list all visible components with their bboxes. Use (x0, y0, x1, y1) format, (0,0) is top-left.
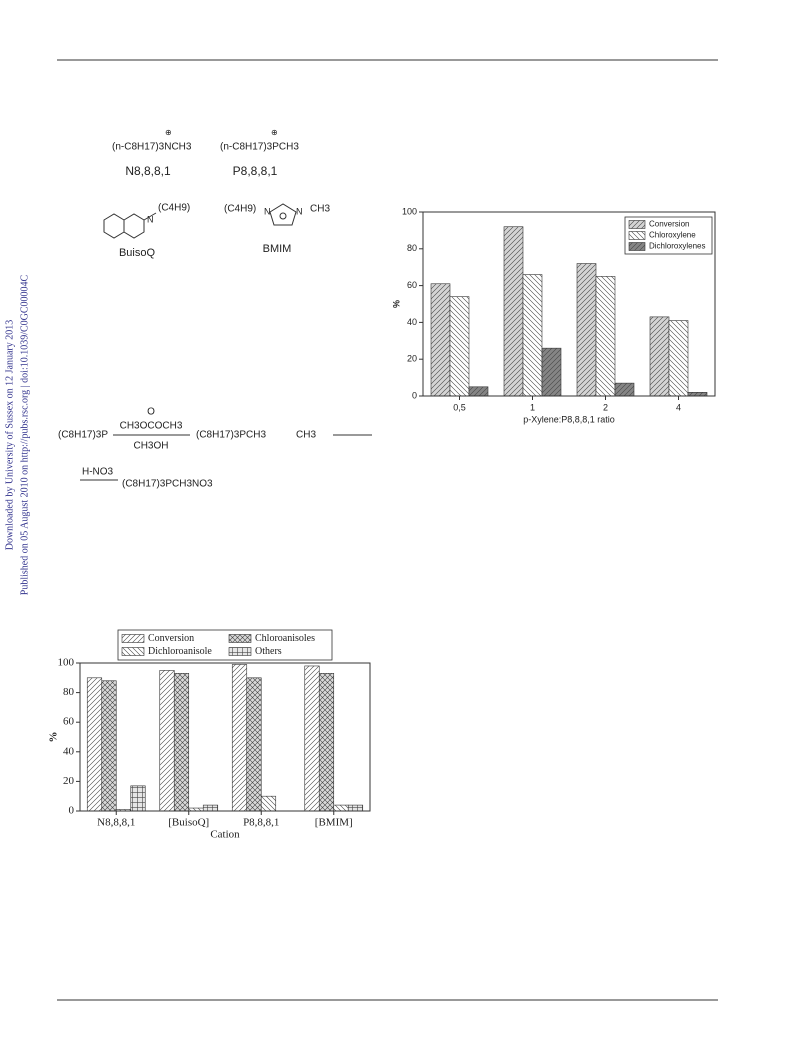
bar (649, 316, 670, 397)
chart: 0 20 40 60 80 100 0,5 1 2 4% p-Xylene:P8,8,8,1 rat… (391, 206, 716, 424)
legend-label: Chloroxylene (649, 231, 696, 240)
y-axis-label: % (48, 732, 60, 743)
plot-frame (79, 662, 371, 812)
substituent: CH3 (310, 204, 330, 215)
x-tick-label: 0,5 (453, 402, 466, 412)
legend-label: Conversion (649, 220, 689, 229)
atom: N (296, 206, 303, 216)
legend-swatch (121, 634, 145, 643)
structure-label: N8,8,8,1 (125, 164, 171, 178)
x-tick-label: [BMIM] (315, 817, 353, 829)
charge: ⊕ (271, 128, 278, 137)
sidebar-line: Published on 05 August 2010 on http://pu… (19, 274, 30, 595)
solvent: CH3OH (133, 441, 168, 452)
y-tick-label: 80 (407, 243, 417, 253)
legend-swatch (228, 634, 252, 643)
legend-label: Dichloroxylenes (649, 242, 705, 251)
legend-label: Others (255, 646, 282, 657)
y-tick-label: 100 (58, 657, 75, 669)
bar (246, 677, 262, 812)
y-tick-label: 60 (407, 280, 417, 290)
bar (576, 263, 597, 397)
y-tick-label: 80 (63, 686, 75, 698)
y-axis-label: % (391, 300, 401, 308)
bar (503, 226, 524, 397)
bar (130, 785, 146, 812)
acid: H-NO3 (82, 467, 114, 478)
charge: ⊕ (165, 128, 172, 137)
sidebar-line: Downloaded by University of Sussex on 12… (4, 320, 15, 551)
reagent: CH3OCOCH3 (120, 421, 183, 432)
legend-swatch (628, 231, 646, 240)
bar (595, 276, 616, 397)
x-tick-label: 4 (676, 402, 681, 412)
y-tick-label: 40 (63, 745, 75, 757)
chart: 0 20 40 60 80 100 N8,8,8,1 [BuisoQ] P8,8,8,1 [BMI… (48, 629, 371, 841)
bar (614, 382, 635, 397)
bar (668, 320, 689, 397)
structure-label: P8,8,8,1 (233, 164, 278, 178)
y-tick-label: 60 (63, 716, 75, 728)
legend-box (117, 629, 333, 661)
legend-label: Conversion (148, 633, 194, 644)
bar (347, 804, 364, 812)
formula: (C4H9) (158, 203, 190, 214)
imidazolium-ring (269, 203, 297, 226)
atom: N (264, 206, 271, 216)
bar (101, 680, 117, 812)
y-tick-label: 20 (63, 775, 75, 787)
legend-swatch (628, 242, 646, 251)
y-tick-label: 0 (412, 390, 417, 400)
legend-label: Dichloroanisole (148, 646, 212, 657)
x-axis-label: p-Xylene:P8,8,8,1 ratio (523, 414, 615, 424)
formula: (C4H9) (224, 204, 256, 215)
bar (318, 673, 335, 812)
bar (522, 274, 543, 397)
bar (333, 804, 349, 812)
bar (231, 664, 248, 812)
bar (304, 665, 320, 812)
x-tick-label: P8,8,8,1 (243, 817, 279, 829)
y-tick-label: 100 (402, 206, 417, 216)
legend-swatch (121, 647, 145, 656)
structure-label: BMIM (263, 243, 292, 255)
atom: N (147, 214, 154, 224)
x-tick-label: [BuisoQ] (168, 817, 209, 829)
reactant: (C8H17)3P (58, 430, 108, 441)
bar (202, 804, 219, 812)
bar (159, 670, 175, 812)
bar (687, 392, 708, 397)
y-tick-label: 20 (407, 354, 417, 364)
x-tick-label: N8,8,8,1 (97, 817, 135, 829)
plot-frame (422, 211, 716, 397)
legend-label: Chloroanisoles (255, 633, 315, 644)
final-product: (C8H17)3PCH3NO3 (122, 479, 213, 490)
x-axis-label: Cation (210, 829, 240, 841)
bar (260, 795, 277, 812)
x-tick-label: 1 (530, 402, 535, 412)
isoquinoline-ring (103, 212, 157, 239)
formula: (n-C8H17)3NCH3 (112, 142, 192, 153)
bar (86, 677, 103, 812)
product: (C8H17)3PCH3 (196, 430, 266, 441)
legend-swatch (228, 647, 252, 656)
bar (173, 673, 190, 812)
bar (449, 296, 470, 397)
y-tick-label: 40 (407, 317, 417, 327)
x-tick-label: 2 (603, 402, 608, 412)
structures: (n-C8H17)3NCH3 ⊕ N8,8,8,1 (n-C8H17)3PCH3… (103, 128, 330, 259)
structure-label: BuisoQ (119, 247, 156, 259)
bar (430, 283, 451, 397)
legend-swatch (628, 220, 646, 229)
anion: CH3 (296, 430, 316, 441)
formula: (n-C8H17)3PCH3 (220, 142, 299, 153)
bar (541, 347, 562, 397)
y-tick-label: 0 (69, 805, 75, 817)
reaction-scheme: (C8H17)3P O CH3OCOCH3 CH3OH (C8H17)3PCH3… (58, 407, 372, 490)
bar (468, 386, 489, 397)
reagent-oxygen: O (147, 407, 155, 418)
